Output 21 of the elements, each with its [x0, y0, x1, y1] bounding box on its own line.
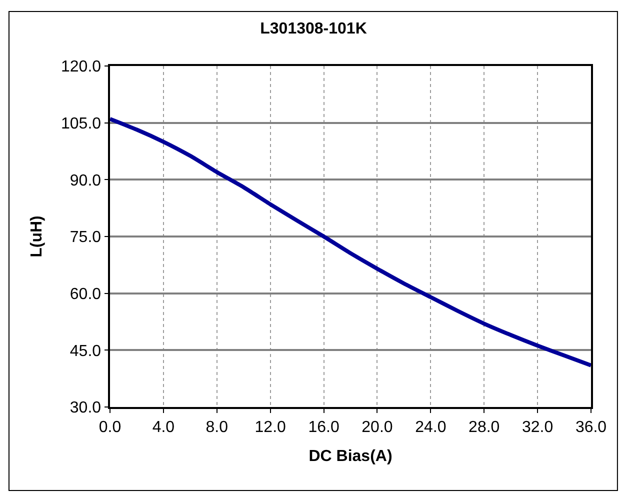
y-tick-label: 45.0 [70, 342, 102, 360]
y-tick-label: 120.0 [61, 58, 102, 76]
x-tick-label: 32.0 [522, 418, 554, 436]
chart-title: L301308-101K [260, 20, 368, 38]
x-tick-label: 4.0 [152, 418, 175, 436]
x-axis-title: DC Bias(A) [308, 448, 392, 466]
x-tick-label: 16.0 [308, 418, 340, 436]
y-tick-label: 60.0 [70, 286, 102, 303]
x-tick-label: 0.0 [98, 418, 122, 436]
y-axis-title: L(uH) [28, 216, 46, 258]
x-tick-label: 36.0 [575, 418, 607, 436]
y-tick-label: 90.0 [70, 172, 102, 190]
y-tick-label: 30.0 [70, 400, 102, 417]
line-series [110, 117, 591, 368]
y-tick-label: 105.0 [61, 115, 102, 132]
x-tick-label: 20.0 [362, 418, 393, 436]
x-tick-label: 8.0 [206, 418, 228, 436]
x-tick-label: 28.0 [468, 418, 500, 436]
y-tick-label: 75.0 [70, 229, 102, 246]
x-tick-label: 24.0 [415, 418, 446, 436]
x-tick-label: 12.0 [254, 418, 286, 436]
